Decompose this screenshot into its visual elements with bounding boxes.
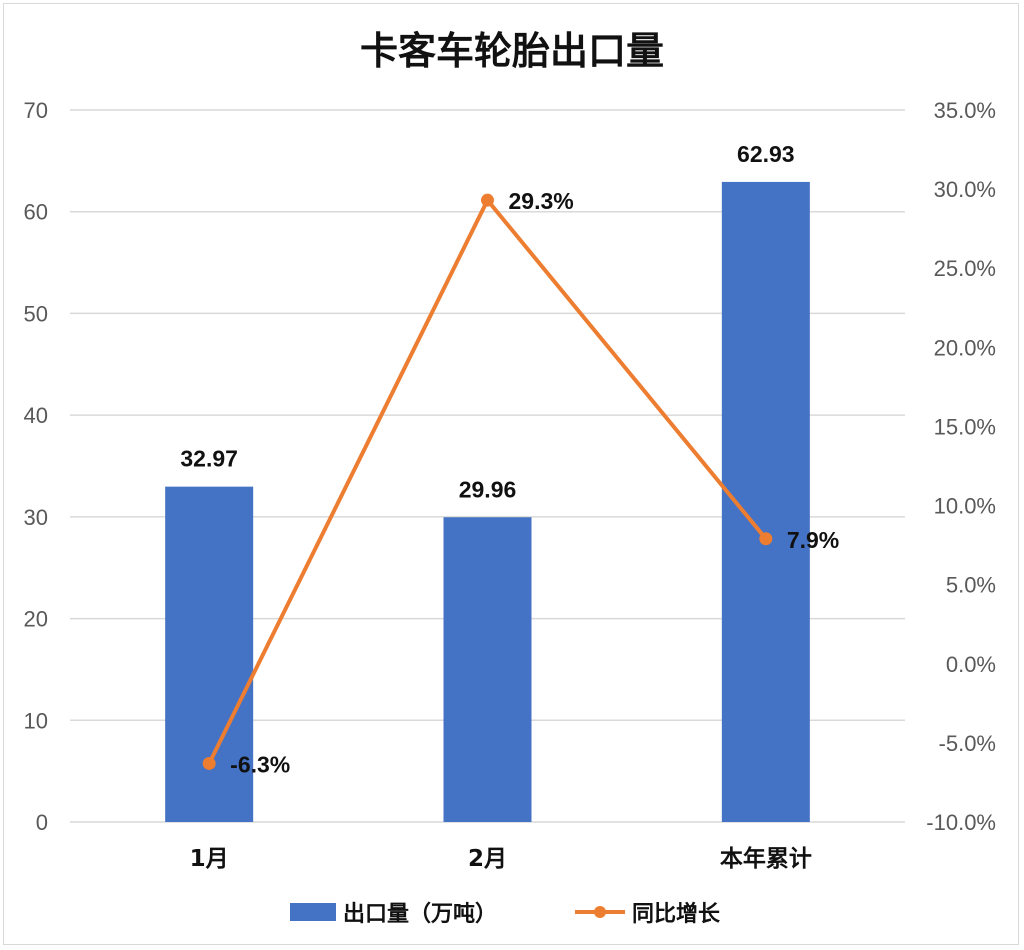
category-label: 1月 (190, 846, 229, 872)
left-tick-label: 60 (24, 200, 48, 225)
left-tick-label: 30 (24, 505, 48, 530)
left-tick-label: 10 (24, 708, 48, 733)
legend-label-bar: 出口量（万吨） (343, 902, 497, 927)
chart-title: 卡客车轮胎出口量 (360, 29, 664, 73)
left-tick-label: 20 (24, 607, 48, 632)
legend-label-line: 同比增长 (632, 901, 721, 927)
right-tick-label: 25.0% (934, 256, 996, 281)
line-point (481, 193, 494, 207)
right-tick-label: -10.0% (926, 810, 996, 835)
category-label: 本年累计 (720, 845, 812, 872)
bar-series (165, 181, 810, 823)
category-label: 2月 (468, 846, 507, 872)
bar (443, 517, 532, 822)
right-axis-ticks: -10.0% -5.0% 0.0% 5.0% 10.0% 15.0% 20.0% 25.0% 3… (926, 98, 996, 835)
right-tick-label: 35.0% (934, 98, 996, 123)
left-axis-ticks: 0 10 20 30 40 50 60 70 (24, 98, 48, 835)
line-series (202, 193, 773, 770)
bar-value-label: 29.96 (459, 476, 517, 502)
bar-data-labels: 32.97 29.96 62.93 (180, 141, 794, 502)
left-tick-label: 70 (24, 98, 48, 123)
line-value-label: 7.9% (787, 527, 839, 553)
left-tick-label: 50 (24, 301, 48, 326)
category-axis-labels: 1月 2月 本年累计 (190, 845, 812, 872)
left-tick-label: 40 (24, 403, 48, 428)
right-tick-label: 5.0% (946, 573, 996, 598)
left-tick-label: 0 (36, 810, 48, 835)
bar-value-label: 32.97 (180, 446, 238, 472)
line-data-labels: -6.3% 29.3% 7.9% (230, 188, 839, 777)
right-tick-label: 0.0% (946, 652, 996, 677)
legend-marker-line (594, 906, 606, 918)
line-value-label: -6.3% (230, 751, 290, 777)
legend-swatch-bar (290, 903, 336, 921)
line-value-label: 29.3% (509, 188, 574, 214)
legend: 出口量（万吨） 同比增长 (290, 901, 721, 927)
line-point (202, 756, 216, 770)
bar-value-label: 62.93 (737, 141, 795, 167)
line-point (759, 532, 773, 546)
right-tick-label: 30.0% (934, 177, 996, 202)
right-tick-label: 10.0% (934, 494, 996, 519)
right-tick-label: 15.0% (934, 414, 996, 439)
right-tick-label: 20.0% (934, 335, 996, 360)
right-tick-label: -5.0% (939, 731, 996, 756)
